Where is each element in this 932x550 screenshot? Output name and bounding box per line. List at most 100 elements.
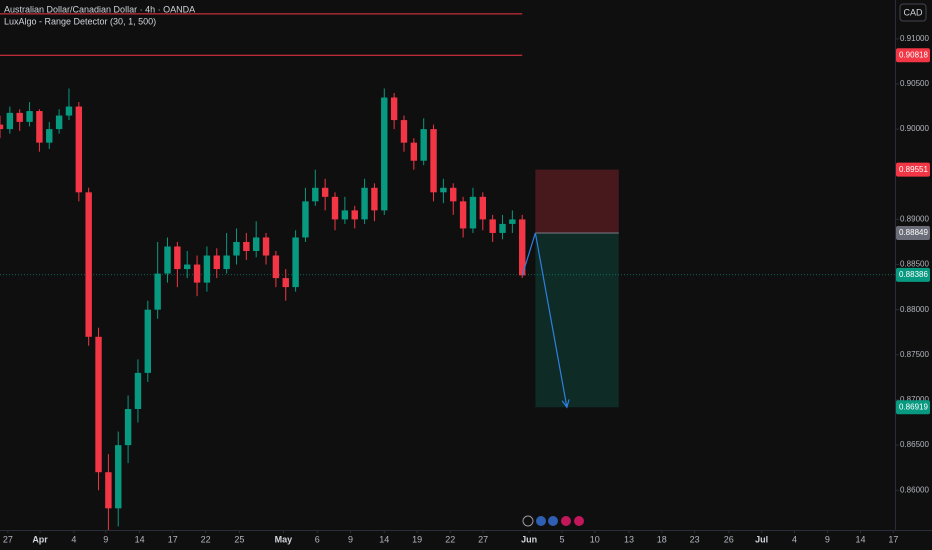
candle-body: [0, 124, 4, 130]
price-label-box: [896, 162, 930, 177]
candle-body: [292, 237, 299, 288]
x-tick-label: 9: [825, 534, 830, 544]
x-tick-label: 4: [71, 534, 76, 544]
candle-body: [341, 210, 349, 220]
candle-body: [410, 142, 418, 161]
candle-body: [243, 241, 250, 252]
x-tick-label: Apr: [32, 534, 48, 544]
x-tick-label: 27: [3, 534, 13, 544]
indicator-name: LuxAlgo - Range Detector (30, 1, 500): [4, 16, 156, 26]
candle-body: [381, 97, 388, 211]
candle-body: [233, 241, 240, 256]
y-tick-label: 0.88500: [900, 260, 929, 269]
price-label: 0.86919: [899, 402, 928, 411]
candle-body: [519, 219, 526, 276]
x-tick-label: 26: [724, 534, 734, 544]
x-tick-label: 14: [135, 534, 145, 544]
candle-body: [302, 201, 309, 238]
x-tick-label: Jun: [521, 534, 537, 544]
candle-body: [55, 115, 63, 130]
price-label-box: [896, 48, 930, 63]
currency-box[interactable]: [899, 3, 927, 22]
icon[interactable]: [561, 516, 571, 526]
x-tick-label: 17: [888, 534, 898, 544]
candle-body: [282, 278, 289, 288]
icon[interactable]: [522, 515, 534, 527]
target-zone: [535, 233, 619, 408]
candle-body: [46, 129, 53, 143]
candle-body: [154, 273, 161, 310]
candle-body: [164, 246, 171, 274]
candle-body: [331, 196, 339, 220]
x-tick-label: 9: [348, 534, 353, 544]
candle-body: [223, 255, 230, 270]
candle-body: [65, 106, 73, 116]
y-tick-label: 0.88000: [900, 305, 929, 314]
currency[interactable]: CAD: [903, 7, 923, 17]
candle-body: [36, 111, 43, 143]
price-label-box: [896, 267, 930, 282]
candle-body: [105, 472, 112, 509]
candle-body: [400, 120, 408, 143]
icon[interactable]: [574, 516, 584, 526]
candle-body: [115, 445, 122, 509]
price-label: 0.88849: [899, 228, 928, 237]
icon[interactable]: [548, 516, 558, 526]
candle-body: [203, 255, 211, 283]
candle-body: [440, 187, 447, 193]
x-tick-label: 18: [657, 534, 667, 544]
x-tick-label: 9: [103, 534, 108, 544]
candle-body: [134, 372, 142, 410]
candle-body: [272, 255, 280, 279]
candle-body: [351, 210, 358, 220]
candle-body: [489, 219, 496, 233]
stop-zone: [535, 169, 619, 234]
candle-body: [509, 219, 516, 224]
candle-body: [262, 237, 270, 256]
price-label-box: [896, 226, 930, 241]
icon[interactable]: [536, 516, 546, 526]
x-tick-label: 13: [624, 534, 634, 544]
x-tick-label: 25: [234, 534, 244, 544]
x-tick-label: 10: [590, 534, 600, 544]
plot-area: [0, 13, 895, 530]
price-label: 0.90818: [899, 50, 928, 59]
candle-body: [6, 112, 14, 130]
price-label-box: [896, 400, 930, 415]
x-tick-label: 14: [856, 534, 866, 544]
x-tick-label: 22: [201, 534, 211, 544]
candle-body: [469, 196, 477, 229]
candle-body: [75, 106, 83, 193]
x-tick-label: 27: [478, 534, 488, 544]
candle-body: [85, 192, 92, 337]
candle-body: [430, 129, 437, 193]
x-tick-label: Jul: [755, 534, 768, 544]
y-tick-label: 0.90500: [900, 79, 929, 88]
candle-body: [450, 187, 457, 202]
x-tick-label: 19: [412, 534, 422, 544]
x-tick-label: May: [275, 534, 293, 544]
arrow-head: [561, 399, 570, 409]
candle-body: [459, 201, 467, 229]
y-tick-label: 0.90000: [900, 124, 929, 133]
x-tick-label: 14: [379, 534, 389, 544]
candle-body: [479, 196, 487, 220]
y-tick-label: 0.89000: [900, 215, 929, 224]
candle-body: [371, 187, 378, 211]
y-tick-label: 0.86000: [900, 485, 929, 494]
candle-body: [95, 336, 102, 473]
candle-body: [321, 187, 329, 197]
candle-body: [193, 264, 201, 283]
candle-body: [312, 187, 319, 202]
candle-body: [252, 237, 260, 252]
candle-body: [499, 223, 506, 233]
y-tick-label: 0.91000: [900, 34, 929, 43]
x-tick-label: 23: [690, 534, 700, 544]
candle-body: [174, 246, 181, 270]
candle-body: [124, 409, 132, 446]
candle-body: [213, 255, 220, 270]
candle-body: [420, 129, 427, 161]
bottom-icons: [522, 515, 584, 527]
candle-body: [361, 187, 368, 220]
